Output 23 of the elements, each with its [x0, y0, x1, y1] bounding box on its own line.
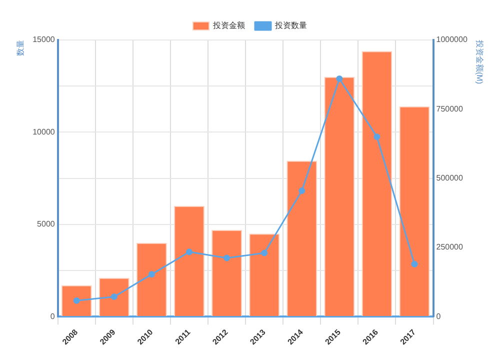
legend-label: 投资金额 [212, 21, 245, 30]
y2-tick-label: 250000 [436, 242, 464, 252]
y-tick-label: 5000 [37, 220, 56, 229]
point [336, 75, 343, 82]
point [148, 271, 155, 278]
point [261, 250, 268, 256]
y-tick-label: 0 [50, 312, 56, 321]
y2-axis-title: 投资金额(M) [474, 39, 484, 84]
y-tick-label: 15000 [32, 35, 56, 44]
legend-label: 投资数量 [274, 21, 307, 30]
y2-tick-label: 0 [436, 312, 442, 321]
y-tick-label: 10000 [32, 127, 56, 136]
point [374, 134, 380, 140]
point [186, 248, 192, 256]
point [411, 260, 418, 268]
point [224, 254, 230, 262]
y-axis-title: 数量 [16, 40, 26, 56]
y2-tick-label: 500000 [436, 174, 464, 183]
point [110, 293, 118, 300]
y2-tick-label: 750000 [436, 104, 464, 114]
y2-tick-label: 1000000 [436, 35, 468, 44]
point [298, 188, 306, 194]
point [73, 297, 80, 304]
